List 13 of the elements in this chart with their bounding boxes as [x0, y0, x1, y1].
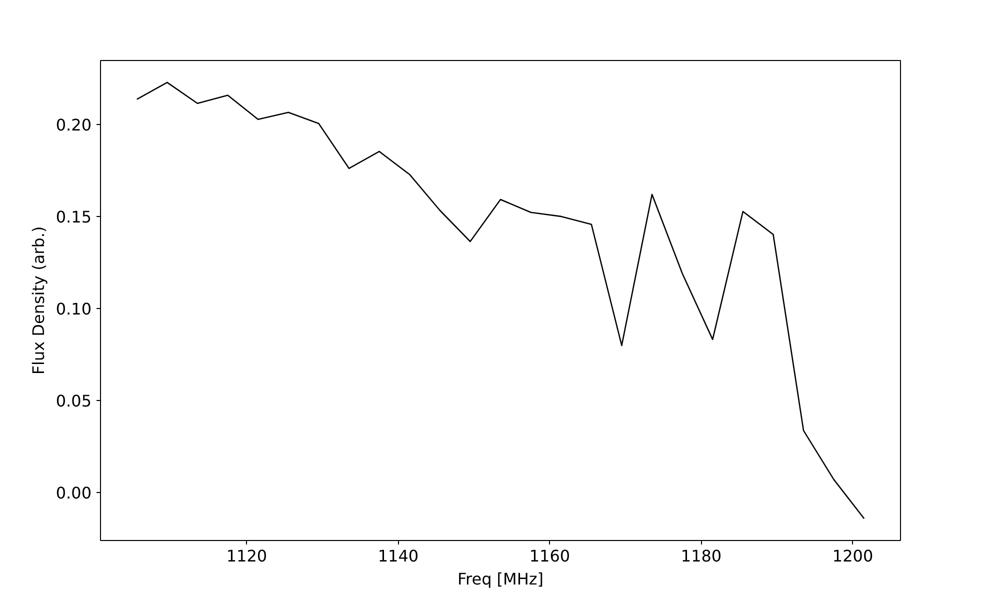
x-axis-title: Freq [MHz] — [457, 570, 544, 588]
line-series — [136, 82, 865, 520]
y-tick-label: 0.15 — [56, 207, 92, 226]
y-axis-title: Flux Density (arb.) — [28, 226, 48, 375]
y-tick-label: 0.20 — [56, 115, 92, 134]
x-tick-label: 1140 — [378, 546, 419, 566]
y-tick-label: 0.10 — [56, 300, 92, 319]
y-tick-label: 0.00 — [56, 484, 92, 503]
x-tick-label: 1200 — [832, 546, 874, 566]
x-tick-label: 1160 — [529, 546, 570, 566]
y-tick-label: 0.05 — [56, 392, 92, 411]
x-tick-label: 1120 — [226, 546, 268, 566]
x-tick-label: 1180 — [680, 546, 722, 566]
